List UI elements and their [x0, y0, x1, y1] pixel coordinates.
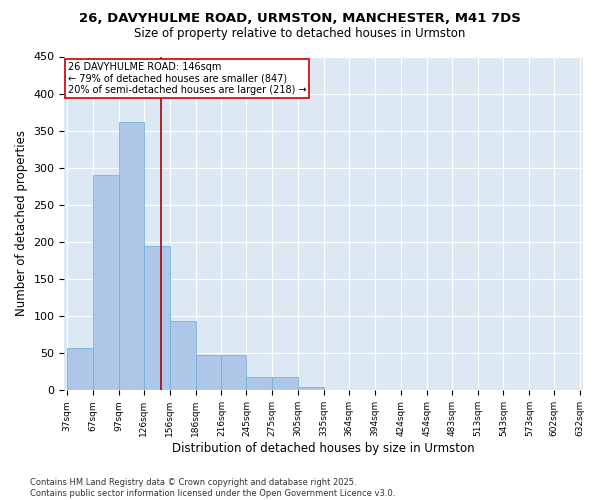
Bar — [196, 356, 221, 390]
Bar — [298, 386, 324, 390]
Bar — [119, 122, 144, 390]
Text: Size of property relative to detached houses in Urmston: Size of property relative to detached ho… — [134, 28, 466, 40]
Text: 26 DAVYHULME ROAD: 146sqm
← 79% of detached houses are smaller (847)
20% of semi: 26 DAVYHULME ROAD: 146sqm ← 79% of detac… — [68, 62, 307, 95]
Bar — [170, 322, 196, 390]
Text: Contains HM Land Registry data © Crown copyright and database right 2025.
Contai: Contains HM Land Registry data © Crown c… — [30, 478, 395, 498]
Bar — [221, 356, 247, 390]
Bar — [67, 348, 93, 391]
Bar — [247, 377, 272, 390]
Y-axis label: Number of detached properties: Number of detached properties — [15, 130, 28, 316]
X-axis label: Distribution of detached houses by size in Urmston: Distribution of detached houses by size … — [172, 442, 475, 455]
Text: 26, DAVYHULME ROAD, URMSTON, MANCHESTER, M41 7DS: 26, DAVYHULME ROAD, URMSTON, MANCHESTER,… — [79, 12, 521, 26]
Bar — [144, 246, 170, 390]
Bar — [93, 175, 119, 390]
Bar — [272, 377, 298, 390]
